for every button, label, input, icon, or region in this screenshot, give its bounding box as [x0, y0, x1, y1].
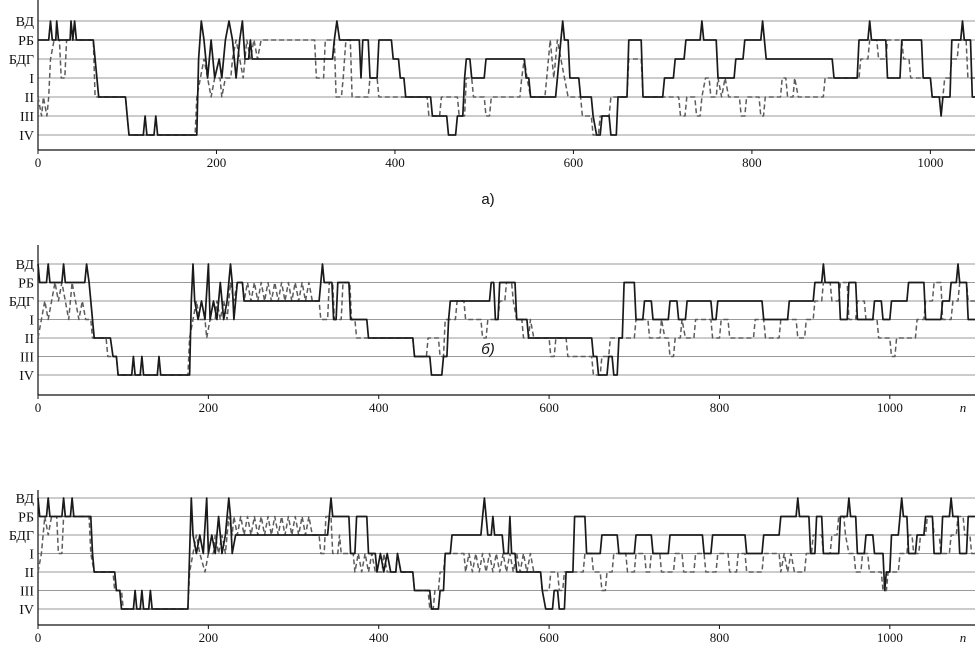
- series-line-solid: [38, 20, 975, 136]
- y-tick-label: ВД: [16, 258, 35, 273]
- x-tick-label: 800: [710, 630, 730, 645]
- y-tick-label: РБ: [18, 511, 34, 526]
- x-tick-label: 600: [539, 630, 559, 645]
- x-tick-label: 600: [539, 400, 559, 415]
- panel-caption: б): [481, 341, 494, 358]
- y-tick-label: IV: [19, 129, 34, 144]
- series-line-dashed: [37, 515, 975, 610]
- x-tick-label: 200: [207, 155, 227, 170]
- y-tick-label: IV: [19, 603, 34, 618]
- x-tick-label: 0: [35, 400, 42, 415]
- x-tick-label: 1000: [877, 400, 903, 415]
- y-tick-label: I: [29, 548, 34, 563]
- x-tick-label: 200: [199, 400, 219, 415]
- y-tick-label: ВД: [16, 492, 35, 507]
- x-tick-label: 800: [742, 155, 762, 170]
- x-tick-label: 400: [385, 155, 405, 170]
- y-tick-label: БДГ: [9, 295, 34, 310]
- series-line-solid: [37, 497, 975, 610]
- x-tick-label: 1000: [877, 630, 903, 645]
- y-tick-label: III: [20, 110, 34, 125]
- x-tick-label: 0: [35, 155, 42, 170]
- x-axis-label: n: [960, 630, 967, 645]
- y-tick-label: РБ: [18, 277, 34, 292]
- y-tick-label: БДГ: [9, 53, 34, 68]
- y-tick-label: РБ: [18, 34, 34, 49]
- series-line-dashed: [37, 281, 975, 376]
- y-tick-label: II: [25, 566, 35, 581]
- x-tick-label: 0: [35, 630, 42, 645]
- series-line-solid: [37, 263, 975, 376]
- x-tick-label: 400: [369, 630, 389, 645]
- y-tick-label: ВД: [16, 15, 35, 30]
- y-tick-label: I: [29, 314, 34, 329]
- y-tick-label: I: [29, 72, 34, 87]
- x-axis-label: n: [960, 400, 967, 415]
- x-tick-label: 200: [199, 630, 219, 645]
- x-tick-label: 1000: [917, 155, 943, 170]
- y-tick-label: БДГ: [9, 529, 34, 544]
- y-tick-label: IV: [19, 369, 34, 384]
- y-tick-label: III: [20, 351, 34, 366]
- y-tick-label: II: [25, 91, 35, 106]
- panel-caption: а): [481, 191, 494, 208]
- series-line-dashed: [37, 39, 975, 136]
- y-tick-label: III: [20, 585, 34, 600]
- x-tick-label: 400: [369, 400, 389, 415]
- y-tick-label: II: [25, 332, 35, 347]
- x-tick-label: 600: [564, 155, 584, 170]
- x-tick-label: 800: [710, 400, 730, 415]
